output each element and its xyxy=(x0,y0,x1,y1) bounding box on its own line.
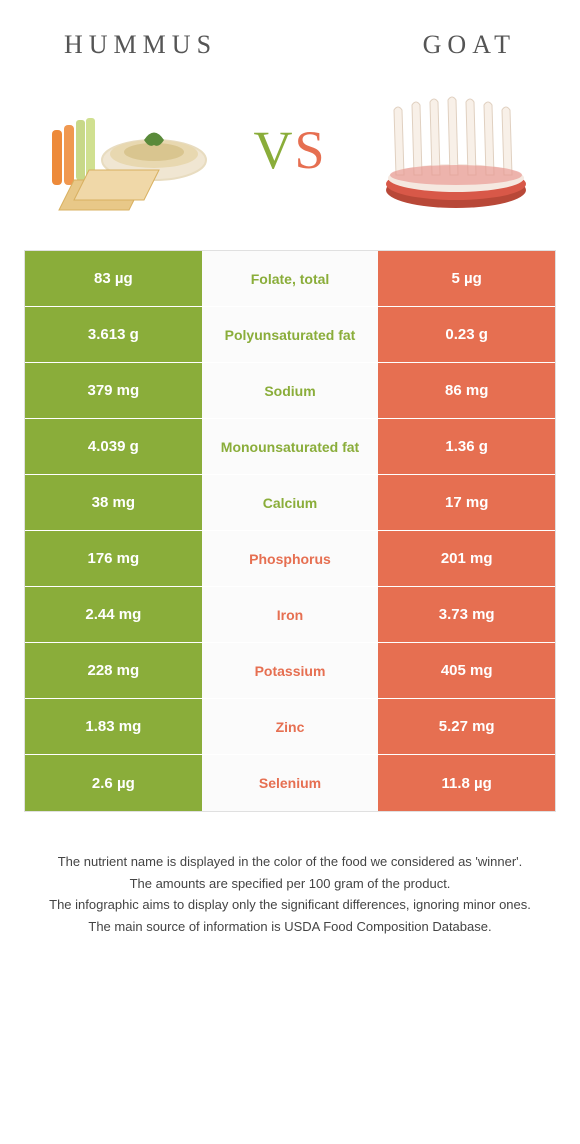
table-row: 228 mgPotassium405 mg xyxy=(25,643,555,699)
right-value: 11.8 µg xyxy=(378,755,555,811)
right-value: 5.27 mg xyxy=(378,699,555,754)
table-row: 38 mgCalcium17 mg xyxy=(25,475,555,531)
nutrient-label: Selenium xyxy=(202,755,379,811)
left-value: 83 µg xyxy=(25,251,202,306)
footnote-line: The nutrient name is displayed in the co… xyxy=(44,852,536,872)
table-row: 2.44 mgIron3.73 mg xyxy=(25,587,555,643)
nutrient-label: Sodium xyxy=(202,363,379,418)
left-value: 4.039 g xyxy=(25,419,202,474)
table-row: 4.039 gMonounsaturated fat1.36 g xyxy=(25,419,555,475)
right-food-title: GOAT xyxy=(423,30,516,60)
footnote-line: The amounts are specified per 100 gram o… xyxy=(44,874,536,894)
vs-label: VS xyxy=(253,119,326,181)
right-value: 201 mg xyxy=(378,531,555,586)
table-row: 83 µgFolate, total5 µg xyxy=(25,251,555,307)
right-value: 0.23 g xyxy=(378,307,555,362)
right-value: 405 mg xyxy=(378,643,555,698)
nutrient-label: Monounsaturated fat xyxy=(202,419,379,474)
left-value: 176 mg xyxy=(25,531,202,586)
left-value: 2.44 mg xyxy=(25,587,202,642)
left-value: 3.613 g xyxy=(25,307,202,362)
nutrient-label: Folate, total xyxy=(202,251,379,306)
left-food-title: HUMMUS xyxy=(64,30,217,60)
footnote-line: The infographic aims to display only the… xyxy=(44,895,536,915)
titles-row: HUMMUS GOAT xyxy=(24,30,556,80)
goat-image xyxy=(366,80,546,220)
table-row: 3.613 gPolyunsaturated fat0.23 g xyxy=(25,307,555,363)
nutrient-label: Phosphorus xyxy=(202,531,379,586)
right-value: 17 mg xyxy=(378,475,555,530)
hummus-image xyxy=(34,80,214,220)
nutrient-table: 83 µgFolate, total5 µg3.613 gPolyunsatur… xyxy=(24,250,556,812)
left-value: 38 mg xyxy=(25,475,202,530)
footnote-line: The main source of information is USDA F… xyxy=(44,917,536,937)
footnotes: The nutrient name is displayed in the co… xyxy=(24,812,556,936)
left-value: 228 mg xyxy=(25,643,202,698)
table-row: 1.83 mgZinc5.27 mg xyxy=(25,699,555,755)
nutrient-label: Polyunsaturated fat xyxy=(202,307,379,362)
nutrient-label: Zinc xyxy=(202,699,379,754)
nutrient-label: Iron xyxy=(202,587,379,642)
right-value: 3.73 mg xyxy=(378,587,555,642)
right-value: 1.36 g xyxy=(378,419,555,474)
nutrient-label: Potassium xyxy=(202,643,379,698)
table-row: 379 mgSodium86 mg xyxy=(25,363,555,419)
left-value: 2.6 µg xyxy=(25,755,202,811)
left-value: 1.83 mg xyxy=(25,699,202,754)
vs-row: VS xyxy=(24,80,556,250)
table-row: 2.6 µgSelenium11.8 µg xyxy=(25,755,555,811)
nutrient-label: Calcium xyxy=(202,475,379,530)
left-value: 379 mg xyxy=(25,363,202,418)
table-row: 176 mgPhosphorus201 mg xyxy=(25,531,555,587)
right-value: 5 µg xyxy=(378,251,555,306)
right-value: 86 mg xyxy=(378,363,555,418)
